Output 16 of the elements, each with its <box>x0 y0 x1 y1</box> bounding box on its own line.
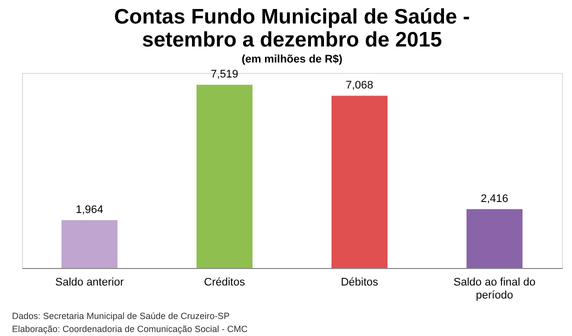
x-tick-label: Saldo ao final do período <box>454 276 536 302</box>
bar <box>466 209 522 268</box>
x-tick-label: Créditos <box>204 276 246 288</box>
chart-subtitle: (em milhões de R$) <box>242 54 343 66</box>
x-tick-label: Saldo anterior <box>55 276 124 288</box>
text: Dados: Secretaria Municipal de Saúde de Cruzeiro-SP <box>12 311 230 321</box>
data-label: 2,416 <box>480 193 508 206</box>
chart-title: Contas Fundo Municipal de Saúde - setembro a dezembro de 2015 <box>114 6 470 52</box>
bar <box>332 96 388 268</box>
x-tick-label: Débitos <box>340 276 379 288</box>
data-label: 1,964 <box>76 204 104 216</box>
bar <box>62 220 118 268</box>
text: Elaboração: Coordenadoria de Comunicação Social - CMC <box>12 324 248 334</box>
bar <box>196 84 252 268</box>
data-label: 7,068 <box>346 80 374 92</box>
data-label: 7,519 <box>210 68 238 81</box>
